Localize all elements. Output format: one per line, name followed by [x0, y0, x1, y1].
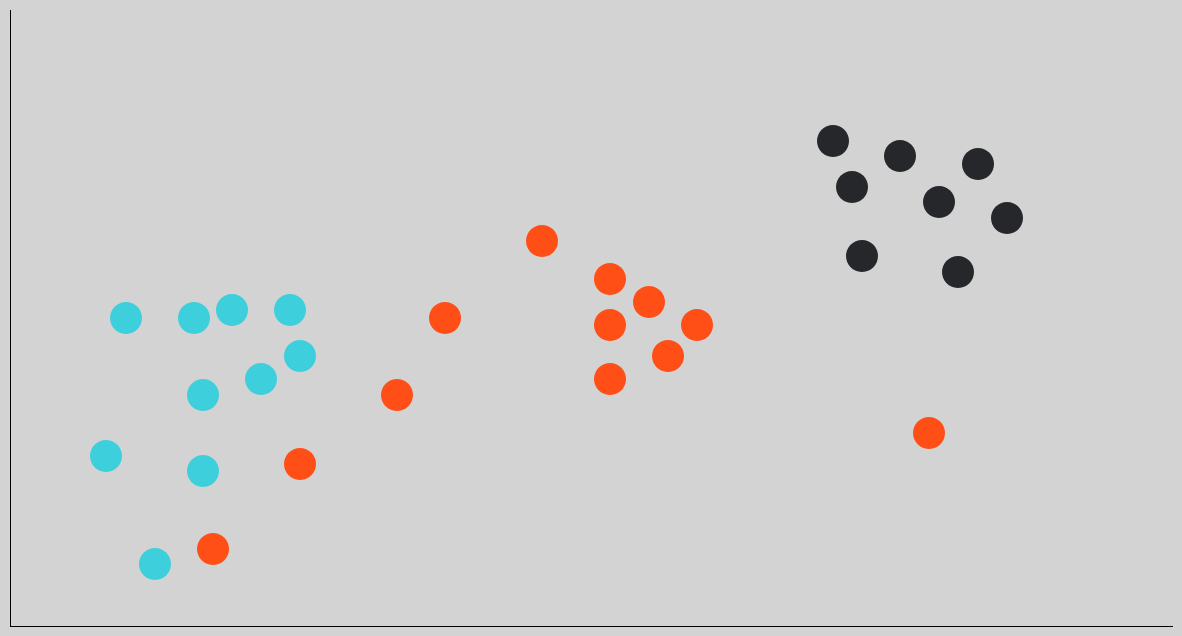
points-layer	[90, 125, 1023, 580]
data-point	[594, 363, 626, 395]
data-point	[187, 455, 219, 487]
data-point	[923, 186, 955, 218]
data-point	[429, 302, 461, 334]
data-point	[817, 125, 849, 157]
series-1	[90, 294, 316, 580]
data-point	[139, 548, 171, 580]
data-point	[245, 363, 277, 395]
data-point	[681, 309, 713, 341]
data-point	[187, 379, 219, 411]
data-point	[594, 309, 626, 341]
data-point	[110, 302, 142, 334]
data-point	[836, 171, 868, 203]
data-point	[284, 448, 316, 480]
data-point	[942, 256, 974, 288]
data-point	[652, 340, 684, 372]
data-point	[216, 294, 248, 326]
data-point	[197, 533, 229, 565]
data-point	[991, 202, 1023, 234]
data-point	[90, 440, 122, 472]
data-point	[633, 286, 665, 318]
data-point	[846, 240, 878, 272]
data-point	[284, 340, 316, 372]
data-point	[274, 294, 306, 326]
series-2	[197, 225, 945, 565]
data-point	[526, 225, 558, 257]
data-point	[381, 379, 413, 411]
data-point	[178, 302, 210, 334]
data-point	[962, 148, 994, 180]
data-point	[594, 263, 626, 295]
series-3	[817, 125, 1023, 288]
data-point	[913, 417, 945, 449]
data-point	[884, 140, 916, 172]
